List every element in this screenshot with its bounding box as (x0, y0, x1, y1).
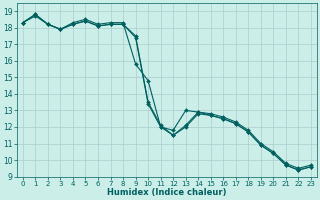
X-axis label: Humidex (Indice chaleur): Humidex (Indice chaleur) (107, 188, 227, 197)
